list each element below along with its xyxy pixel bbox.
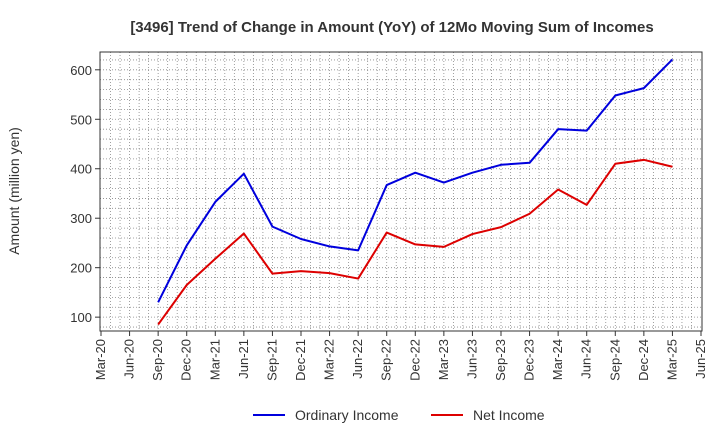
x-tick-label: Sep-21	[264, 339, 279, 381]
x-tick-label: Sep-24	[607, 339, 622, 381]
plot-area	[100, 52, 702, 331]
x-tick-label: Sep-20	[150, 339, 165, 381]
series-lines	[157, 58, 674, 326]
x-tick-label: Dec-22	[407, 339, 422, 381]
x-tick-labels: Mar-20 Jun-20 Sep-20 Dec-20 Mar-21 Jun-21 Sep-…	[93, 331, 708, 381]
x-tick-label: Sep-22	[379, 339, 394, 381]
x-tick-label: Mar-20	[93, 339, 108, 380]
series-line-net-income	[157, 158, 673, 326]
x-tick-label: Dec-23	[522, 339, 537, 381]
y-tick-label: 400	[70, 162, 92, 177]
x-tick-label: Mar-21	[207, 339, 222, 380]
y-tick-label: 200	[70, 261, 92, 276]
x-tick-label: Mar-23	[436, 339, 451, 380]
x-tick-label: Jun-22	[350, 339, 365, 379]
x-tick-label: Mar-24	[550, 339, 565, 380]
x-tick-label: Mar-25	[664, 339, 679, 380]
legend-label: Net Income	[473, 407, 545, 423]
legend: Ordinary Income Net Income	[253, 407, 545, 423]
x-tick-label: Dec-21	[293, 339, 308, 381]
y-axis-label: Amount (million yen)	[6, 127, 22, 255]
x-tick-label: Mar-22	[322, 339, 337, 380]
x-tick-label: Jun-20	[122, 339, 137, 379]
y-tick-label: 100	[70, 310, 92, 325]
x-tick-label: Sep-23	[493, 339, 508, 381]
y-tick-labels: 100 200 300 400 500 600	[70, 63, 100, 325]
y-tick-label: 600	[70, 63, 92, 78]
x-tick-label: Dec-24	[636, 339, 651, 381]
chart-title: [3496] Trend of Change in Amount (YoY) o…	[130, 19, 653, 36]
x-tick-label: Jun-23	[464, 339, 479, 379]
plot-border	[99, 51, 703, 332]
series-line-ordinary-income	[157, 58, 674, 303]
legend-label: Ordinary Income	[295, 407, 399, 423]
x-tick-label: Dec-20	[179, 339, 194, 381]
x-tick-label: Jun-25	[693, 339, 708, 379]
y-tick-label: 500	[70, 112, 92, 127]
x-tick-label: Jun-24	[579, 339, 594, 379]
y-tick-label: 300	[70, 211, 92, 226]
x-tick-label: Jun-21	[236, 339, 251, 379]
